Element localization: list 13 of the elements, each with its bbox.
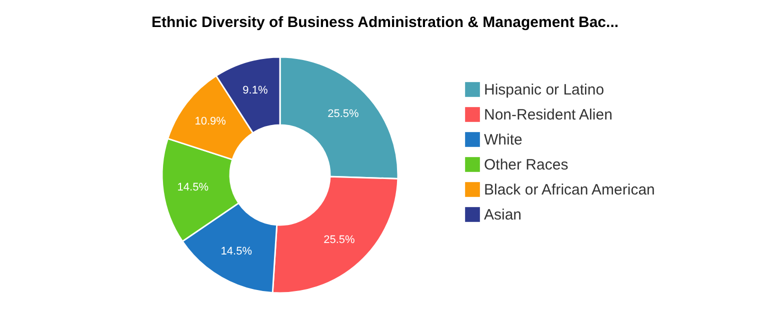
legend-label: Black or African American <box>484 182 655 198</box>
data-label: 14.5% <box>177 181 209 194</box>
legend-label: Other Races <box>484 156 568 174</box>
data-label: 10.9% <box>194 115 226 128</box>
data-label: 14.5% <box>220 245 252 258</box>
legend-label: Asian <box>484 206 522 224</box>
data-label: 9.1% <box>242 84 268 97</box>
data-label: 25.5% <box>324 234 356 246</box>
legend-label: Non-Resident Alien <box>484 106 612 124</box>
chart-title: Ethnic Diversity of Business Administration & Management Bac... <box>151 14 619 31</box>
data-label: 25.5% <box>328 108 360 120</box>
legend-label: White <box>484 132 522 148</box>
legend-label: Hispanic or Latino <box>484 82 604 98</box>
